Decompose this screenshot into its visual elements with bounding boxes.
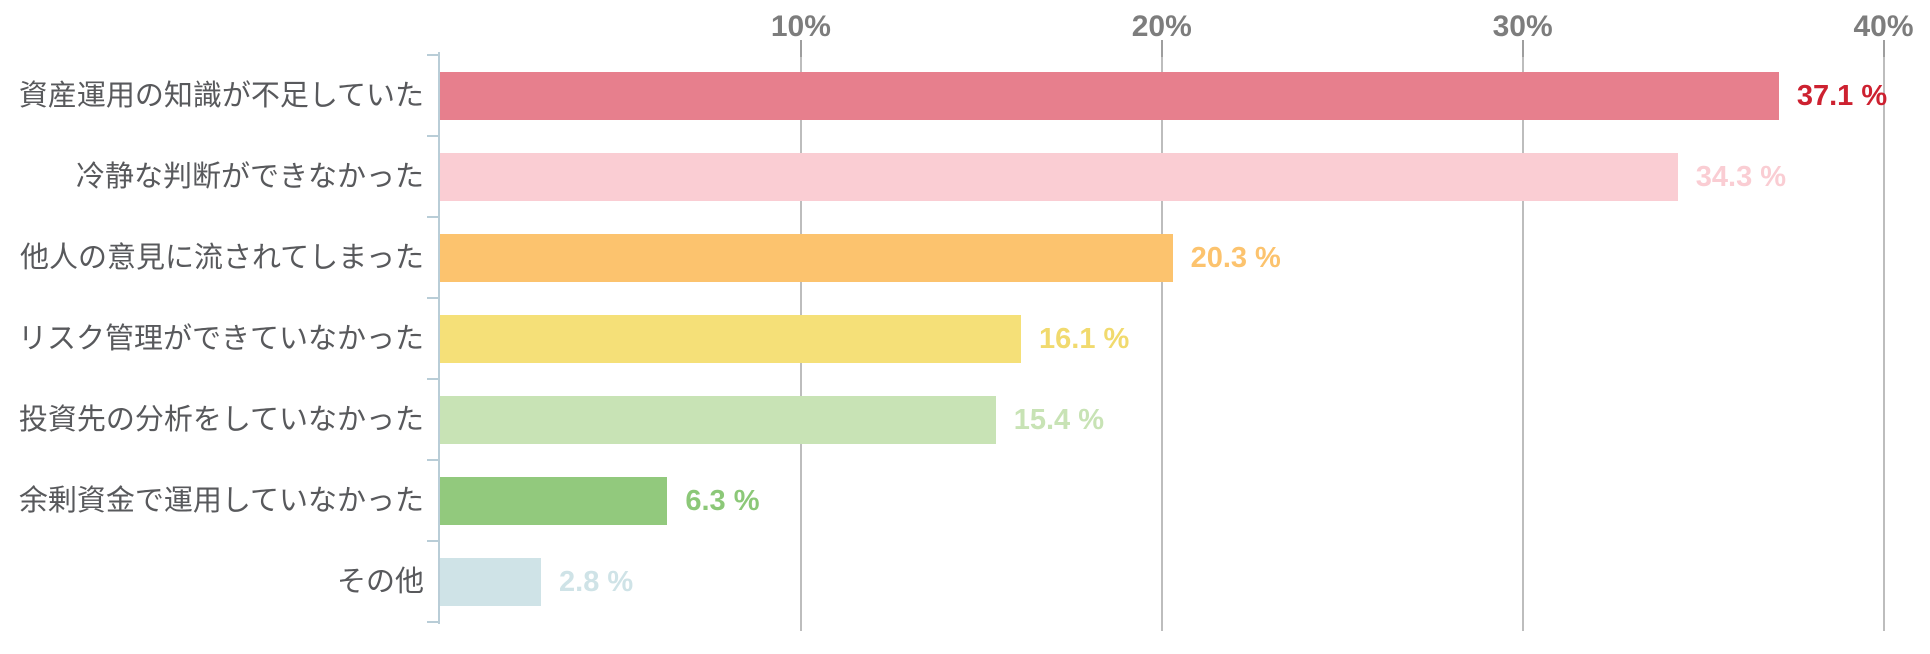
bar [440,476,668,525]
value-label: 16.1 % [1039,322,1130,355]
bar [440,71,1779,120]
gridline [1160,57,1163,631]
y-axis-line [438,52,440,624]
bar [440,395,996,444]
x-axis-tick-mark [1521,40,1524,57]
category-label: 資産運用の知識が不足していた [18,79,424,112]
category-label: その他 [336,565,424,598]
gridline [1882,57,1885,631]
value-label: 37.1 % [1796,79,1888,112]
x-axis-tick-label: 10% [770,10,831,43]
y-axis-tick-mark [427,134,438,137]
category-label: リスク管理ができていなかった [17,322,424,355]
category-label: 冷静な判断ができなかった [75,160,424,193]
x-axis-tick-label: 20% [1131,10,1192,43]
value-label: 6.3 % [685,484,760,517]
category-label: 投資先の分析をしていなかった [18,403,424,436]
value-label: 20.3 % [1190,241,1281,274]
bar [440,557,542,606]
x-axis-tick-label: 40% [1853,10,1914,43]
x-axis-tick-mark [1882,40,1885,57]
y-axis-tick-mark [427,53,438,56]
y-axis-tick-mark [427,296,438,299]
x-axis-tick-mark [1160,40,1163,57]
y-axis-tick-mark [427,620,438,623]
gridline [1521,57,1524,631]
value-label: 2.8 % [559,565,634,598]
bar [440,152,1678,201]
x-axis-tick-mark [799,40,802,57]
value-label: 15.4 % [1013,403,1105,436]
x-axis-tick-label: 30% [1492,10,1553,43]
category-label: 他人の意見に流されてしまった [20,241,424,274]
y-axis-tick-mark [427,458,438,461]
y-axis-tick-mark [427,377,438,380]
value-label: 34.3 % [1695,160,1787,193]
y-axis-tick-mark [427,215,438,218]
y-axis-tick-mark [427,539,438,542]
bar [440,233,1173,282]
bar [440,314,1021,363]
category-label: 余剰資金で運用していなかった [18,484,424,517]
